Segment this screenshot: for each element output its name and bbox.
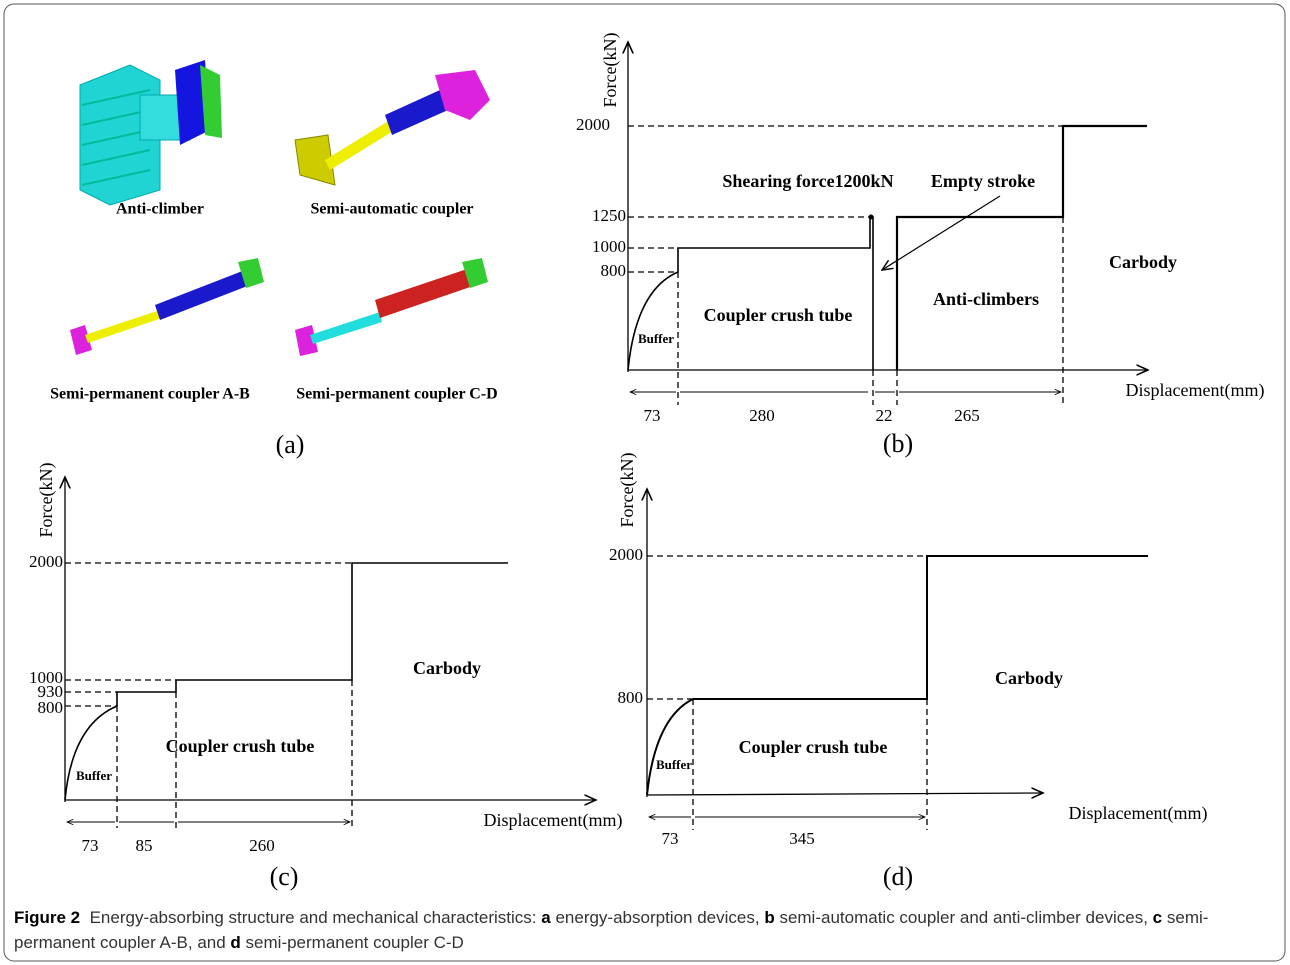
- axis-label: Force(kN): [600, 33, 621, 108]
- segment-length: 22: [876, 406, 893, 425]
- caption-letter: d: [230, 933, 240, 952]
- force-tick: 800: [38, 698, 64, 717]
- annotation: Carbody: [413, 658, 481, 678]
- device-label: Semi-permanent coupler A-B: [50, 386, 250, 403]
- segment-length: 265: [954, 406, 980, 425]
- anti-climber-image: [80, 60, 222, 205]
- annotation: Carbody: [995, 668, 1063, 688]
- coupler-a-b-image: [70, 258, 264, 355]
- annotation: Empty stroke: [931, 171, 1035, 191]
- device-label: Anti-climber: [116, 201, 204, 218]
- segment-length: 260: [249, 836, 275, 855]
- panel-tag: (d): [883, 862, 913, 891]
- panel-tag: (b): [883, 429, 913, 458]
- force-tick: 1250: [592, 206, 626, 225]
- force-tick: 2000: [609, 545, 643, 564]
- axis-label: Force(kN): [36, 463, 57, 538]
- panel-d-diagram: [647, 489, 1148, 830]
- force-tick: 800: [618, 688, 644, 707]
- annotation: Shearing force1200kN: [722, 171, 893, 191]
- panel-b-diagram: [628, 42, 1148, 405]
- caption-letter: c: [1153, 908, 1162, 927]
- annotation: Coupler crush tube: [739, 737, 888, 757]
- page: Anti-climber Semi-automatic coupler Semi…: [0, 0, 1290, 965]
- panel-tag: (c): [270, 862, 299, 891]
- caption-lead: Energy-absorbing structure and mechanica…: [90, 908, 537, 927]
- figure: Anti-climber Semi-automatic coupler Semi…: [0, 0, 1290, 965]
- segment-length: 85: [136, 836, 153, 855]
- force-tick: 800: [601, 261, 627, 280]
- axis-label: Force(kN): [617, 453, 638, 528]
- device-label: Semi-automatic coupler: [310, 201, 473, 218]
- caption-item: semi-automatic coupler and anti-climber …: [779, 908, 1148, 927]
- caption-item: semi-permanent coupler C-D: [246, 933, 464, 952]
- panel-c-diagram: [65, 477, 596, 828]
- device-label: Semi-permanent coupler C-D: [296, 386, 497, 403]
- annotation: Buffer: [656, 757, 692, 772]
- axis-label: Displacement(mm): [1069, 803, 1208, 824]
- coupler-c-d-image: [295, 258, 488, 356]
- semi-automatic-coupler-image: [295, 70, 490, 185]
- axis-label: Displacement(mm): [1126, 380, 1265, 401]
- figure-caption: Figure 2 Energy-absorbing structure and …: [14, 905, 1264, 955]
- segment-length: 73: [644, 406, 661, 425]
- caption-letter: b: [764, 908, 774, 927]
- segment-length: 73: [82, 836, 99, 855]
- annotation: Carbody: [1109, 252, 1177, 272]
- caption-item: energy-absorption devices,: [555, 908, 759, 927]
- segment-length: 73: [662, 829, 679, 848]
- caption-letter: a: [541, 908, 550, 927]
- segment-length: 345: [789, 829, 815, 848]
- segment-length: 280: [749, 406, 775, 425]
- annotation: Buffer: [638, 331, 674, 346]
- caption-label: Figure 2: [14, 908, 80, 927]
- force-tick: 2000: [576, 115, 610, 134]
- annotation: Buffer: [76, 768, 112, 783]
- annotation: Anti-climbers: [933, 289, 1039, 309]
- axis-label: Displacement(mm): [484, 810, 623, 831]
- force-tick: 1000: [592, 237, 626, 256]
- panel-tag: (a): [276, 430, 305, 459]
- annotation: Coupler crush tube: [704, 305, 853, 325]
- annotation: Coupler crush tube: [166, 736, 315, 756]
- force-tick: 2000: [29, 552, 63, 571]
